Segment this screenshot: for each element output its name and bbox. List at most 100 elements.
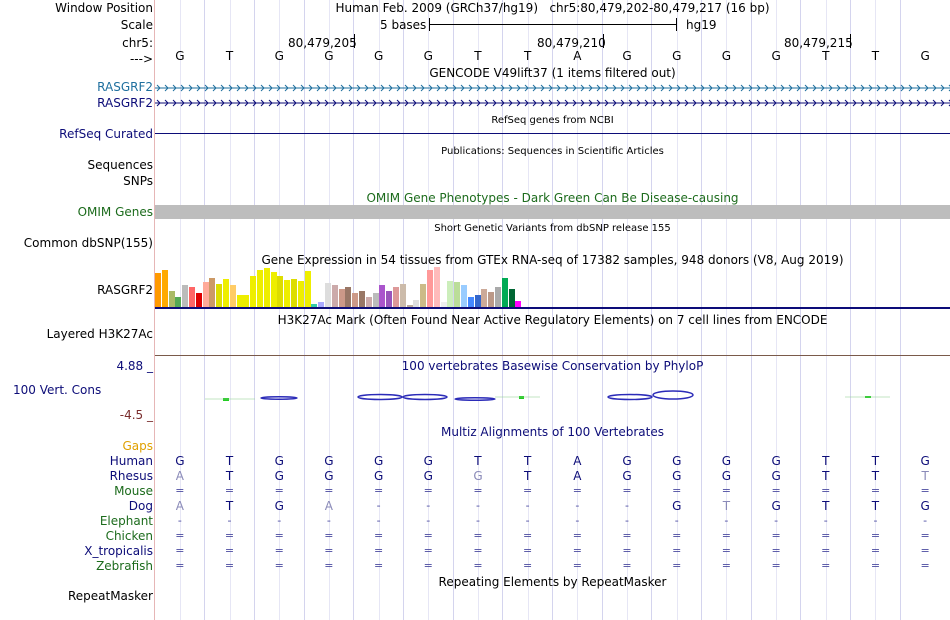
gtex-tissue-bar[interactable] [372, 293, 379, 307]
gtex-tissue-bar[interactable] [291, 279, 297, 307]
gtex-tissue-bar[interactable] [406, 305, 413, 307]
gtex-tissue-bar[interactable] [393, 287, 399, 307]
gtex-tissue-bar[interactable] [229, 285, 236, 307]
strand-chevron [940, 84, 945, 92]
gtex-tissue-bar[interactable] [359, 291, 365, 307]
gencode-item-label[interactable]: RASGRF2 [97, 96, 153, 110]
gtex-tissue-bar[interactable] [379, 285, 386, 307]
gtex-tissue-bar[interactable] [284, 280, 291, 307]
gtex-tissue-bar[interactable] [263, 268, 270, 307]
gtex-tissue-bar[interactable] [488, 292, 495, 307]
repeatmasker-track-title[interactable]: Repeating Elements by RepeatMasker [438, 575, 667, 589]
repeatmasker-track-label[interactable]: RepeatMasker [67, 589, 153, 603]
species-label[interactable]: Mouse [114, 484, 153, 498]
conservation-plot[interactable] [155, 388, 950, 404]
gtex-tissue-bar[interactable] [447, 281, 454, 307]
species-label[interactable]: Rhesus [109, 469, 153, 483]
gtex-tissue-bar[interactable] [236, 295, 243, 307]
strand-chevron [252, 84, 257, 92]
base-grid [155, 0, 950, 620]
gtex-tissue-bar[interactable] [331, 285, 338, 307]
strand-chevron [892, 99, 897, 107]
species-label[interactable]: Dog [128, 499, 153, 513]
gtex-tissue-bar[interactable] [216, 284, 223, 307]
h3k27ac-track-label[interactable]: Layered H3K27Ac [46, 327, 153, 341]
omim-track-title[interactable]: OMIM Gene Phenotypes - Dark Green Can Be… [366, 191, 739, 205]
gtex-tissue-bar[interactable] [474, 295, 481, 307]
publications-track-title[interactable]: Publications: Sequences in Scientific Ar… [441, 146, 664, 157]
gtex-tissue-bar[interactable] [501, 278, 508, 307]
gtex-tissue-bar[interactable] [318, 302, 325, 307]
gtex-tissue-bar[interactable] [250, 276, 257, 307]
multiz-track-title[interactable]: Multiz Alignments of 100 Vertebrates [440, 425, 665, 439]
gtex-tissue-bar[interactable] [175, 297, 182, 307]
gencode-gene-features[interactable] [155, 82, 950, 112]
species-label[interactable]: Human [109, 454, 153, 468]
gtex-tissue-bar[interactable] [454, 282, 461, 307]
gtex-tissue-bar[interactable] [155, 273, 161, 307]
gtex-tissue-bar[interactable] [427, 270, 433, 307]
gtex-tissue-bar[interactable] [182, 285, 189, 307]
gtex-tissue-bar[interactable] [304, 271, 311, 307]
gtex-tissue-bar[interactable] [461, 285, 467, 307]
gtex-tissue-bar[interactable] [515, 301, 522, 307]
alignment-base: = [920, 544, 930, 557]
gtex-track-label[interactable]: RASGRF2 [97, 283, 153, 297]
gtex-tissue-bar[interactable] [345, 287, 352, 307]
publications-snps-label[interactable]: SNPs [123, 174, 153, 188]
gtex-tissue-bar[interactable] [420, 284, 427, 307]
gtex-tissue-bar[interactable] [257, 270, 263, 307]
conservation-track-label[interactable]: 100 Vert. Cons [13, 383, 102, 397]
gtex-tissue-bar[interactable] [243, 295, 250, 307]
omim-gene-bar[interactable] [155, 205, 950, 219]
gtex-tissue-bar[interactable] [325, 283, 331, 307]
gtex-tissue-bar[interactable] [413, 300, 420, 307]
h3k27ac-track-title[interactable]: H3K27Ac Mark (Often Found Near Active Re… [277, 313, 828, 327]
omim-track-label[interactable]: OMIM Genes [77, 205, 153, 219]
gtex-tissue-bar[interactable] [352, 293, 359, 307]
refseq-gene-line[interactable] [155, 133, 950, 134]
gtex-tissue-bar[interactable] [311, 304, 318, 307]
gtex-tissue-bar[interactable] [189, 287, 195, 307]
gtex-tissue-bar[interactable] [223, 279, 229, 307]
gtex-tissue-bar[interactable] [399, 284, 406, 307]
species-label[interactable]: Elephant [99, 514, 153, 528]
gtex-tissue-bar[interactable] [338, 289, 345, 307]
gtex-tissue-bar[interactable] [209, 278, 216, 307]
gtex-tissue-bar[interactable] [168, 291, 175, 307]
refseq-track-label[interactable]: RefSeq Curated [59, 127, 153, 141]
gtex-tissue-bar[interactable] [195, 293, 202, 307]
gtex-tissue-bar[interactable] [467, 297, 474, 307]
gtex-tissue-bar[interactable] [481, 289, 488, 307]
species-label[interactable]: Zebrafish [96, 559, 153, 573]
gtex-tissue-bar[interactable] [386, 291, 393, 307]
gencode-track-title[interactable]: GENCODE V49lift37 (1 items filtered out) [429, 66, 676, 80]
gencode-item-label[interactable]: RASGRF2 [97, 80, 153, 94]
gtex-track-title[interactable]: Gene Expression in 54 tissues from GTEx … [261, 253, 844, 267]
alignment-base: G [175, 454, 185, 468]
gtex-tissue-bar[interactable] [440, 302, 447, 307]
publications-sequences-label[interactable]: Sequences [87, 158, 153, 172]
dbsnp-track-label[interactable]: Common dbSNP(155) [23, 236, 153, 250]
strand-chevron [924, 84, 929, 92]
dbsnp-track-title[interactable]: Short Genetic Variants from dbSNP releas… [434, 223, 671, 234]
species-label[interactable]: Chicken [105, 529, 153, 543]
gtex-expression-bars[interactable] [155, 267, 555, 307]
strand-chevron [836, 99, 841, 107]
strand-chevron [380, 84, 385, 92]
gtex-tissue-bar[interactable] [270, 272, 277, 307]
gtex-tissue-bar[interactable] [508, 289, 515, 307]
refseq-track-title[interactable]: RefSeq genes from NCBI [491, 115, 614, 126]
gtex-tissue-bar[interactable] [277, 276, 284, 307]
alignment-base: = [771, 559, 781, 572]
gtex-tissue-bar[interactable] [202, 282, 209, 307]
gtex-tissue-bar[interactable] [495, 287, 501, 307]
gtex-tissue-bar[interactable] [433, 267, 440, 307]
gtex-tissue-bar[interactable] [365, 297, 372, 307]
gtex-tissue-bar[interactable] [297, 281, 304, 307]
species-label[interactable]: X_tropicalis [84, 544, 153, 558]
gtex-tissue-bar[interactable] [161, 270, 168, 307]
gaps-track-label[interactable]: Gaps [122, 439, 153, 453]
conservation-track-title[interactable]: 100 vertebrates Basewise Conservation by… [401, 359, 704, 373]
